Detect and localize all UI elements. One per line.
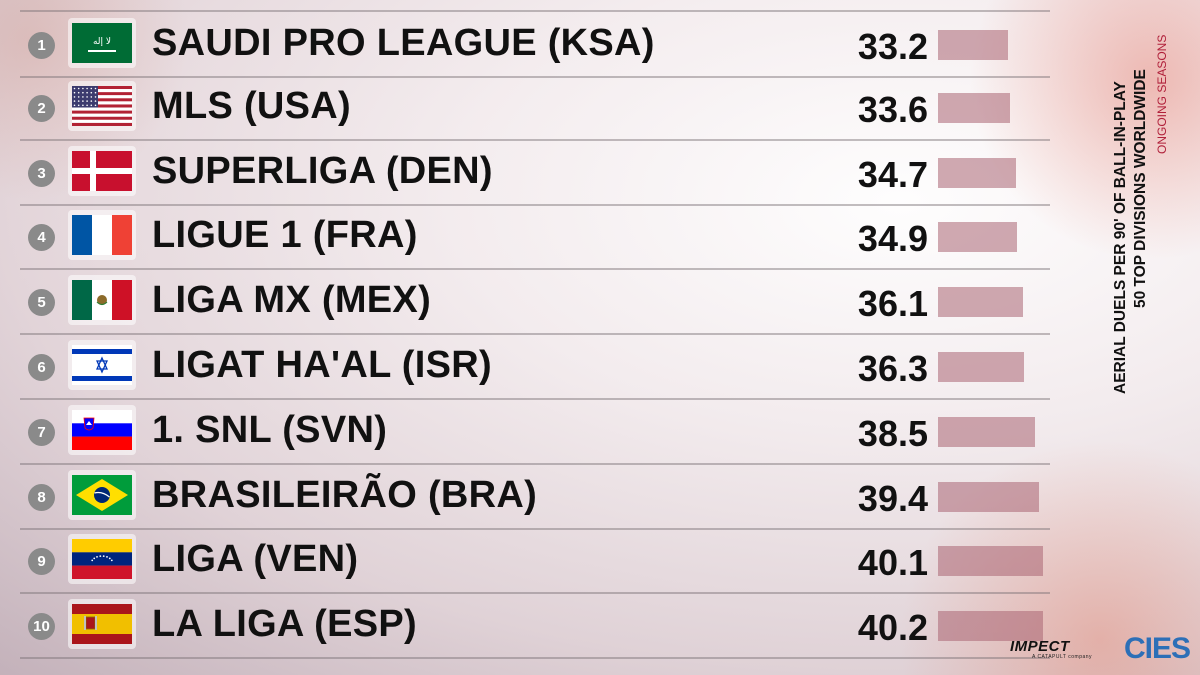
value-label: 34.7 — [857, 153, 928, 195]
flag-den-icon — [68, 145, 136, 196]
ranking-row: 2 MLS (USA) 33.6 — [20, 75, 1050, 141]
league-name: LIGA (VEN) — [152, 538, 359, 581]
rank-badge: 9 — [28, 548, 55, 576]
rank-badge: 5 — [28, 289, 55, 317]
flag-ven-icon — [68, 534, 136, 585]
bar — [938, 92, 1010, 123]
rank-badge: 8 — [28, 483, 55, 511]
flag-isr-icon — [68, 340, 136, 390]
league-name: LIGUE 1 (FRA) — [152, 214, 418, 257]
ranking-row: 4 LIGUE 1 (FRA) 34.9 — [20, 204, 1050, 271]
value-label: 38.5 — [857, 412, 928, 454]
rank-badge: 1 — [28, 32, 55, 59]
value-label: 34.9 — [857, 218, 928, 260]
league-name: SAUDI PRO LEAGUE (KSA) — [152, 22, 655, 64]
ranking-row: 7 1. SNL (SVN) 38.5 — [20, 399, 1050, 465]
league-name: SUPERLIGA (DEN) — [152, 149, 493, 192]
league-name: 1. SNL (SVN) — [152, 408, 388, 451]
league-name: LA LIGA (ESP) — [152, 603, 417, 646]
bar — [938, 222, 1017, 253]
flag-fra-icon — [68, 210, 136, 261]
flag-esp-icon — [68, 599, 136, 650]
bar — [938, 546, 1043, 577]
bar — [938, 30, 1008, 60]
side-title: AERIAL DUELS PER 90' OF BALL-IN-PLAY 50 … — [1108, 18, 1178, 398]
rank-badge: 3 — [28, 159, 55, 187]
chart-note: ONGOING SEASONS — [1155, 34, 1169, 154]
svg-text:لا إله: لا إله — [93, 37, 111, 47]
flag-bra-icon — [68, 469, 136, 520]
ranking-row: 6 LIGAT HA'AL (ISR) 36.3 — [20, 334, 1050, 400]
impect-logo: IMPECT A CATAPULT company — [1010, 638, 1092, 660]
bar — [938, 157, 1016, 188]
ranking-table: 1 لا إله SAUDI PRO LEAGUE (KSA) 33.2 2 MLS (U… — [20, 10, 1050, 665]
value-label: 33.6 — [857, 88, 928, 130]
rank-badge: 6 — [28, 354, 55, 381]
cies-logo: CIES — [1124, 632, 1191, 665]
value-label: 39.4 — [857, 477, 928, 519]
rank-badge: 10 — [28, 613, 55, 641]
league-name: LIGAT HA'AL (ISR) — [152, 344, 492, 386]
flag-svn-icon — [68, 404, 136, 455]
impect-logo-sub: A CATAPULT company — [1032, 654, 1093, 660]
rank-badge: 2 — [28, 94, 55, 122]
ranking-row: 3 SUPERLIGA (DEN) 34.7 — [20, 140, 1050, 206]
league-name: LIGA MX (MEX) — [152, 279, 432, 322]
ranking-row: 5 LIGA MX (MEX) 36.1 — [20, 269, 1050, 336]
bar — [938, 287, 1023, 318]
impect-logo-text: IMPECT — [1010, 638, 1070, 655]
bar — [938, 611, 1043, 642]
flag-mex-icon — [68, 275, 136, 326]
chart-title: AERIAL DUELS PER 90' OF BALL-IN-PLAY — [1112, 81, 1129, 394]
flag-ksa-icon: لا إله — [68, 18, 136, 68]
ranking-row: 8 BRASILEIRÃO (BRA) 39.4 — [20, 464, 1050, 530]
value-label: 40.2 — [857, 607, 928, 649]
chart-subtitle: 50 TOP DIVISIONS WORLDWIDE — [1132, 69, 1149, 308]
rank-badge: 7 — [28, 418, 55, 446]
bar — [938, 352, 1024, 382]
value-label: 36.3 — [857, 348, 928, 389]
league-name: BRASILEIRÃO (BRA) — [152, 473, 538, 516]
value-label: 36.1 — [857, 283, 928, 325]
league-name: MLS (USA) — [152, 84, 352, 127]
value-label: 40.1 — [857, 542, 928, 584]
ranking-row: 9 LIGA (VEN) 40.1 — [20, 528, 1050, 595]
rank-badge: 4 — [28, 224, 55, 252]
ranking-row: 1 لا إله SAUDI PRO LEAGUE (KSA) 33.2 — [20, 10, 1050, 78]
flag-usa-icon — [68, 80, 136, 131]
ranking-row: 10 LA LIGA (ESP) 40.2 — [20, 593, 1050, 660]
bar — [938, 416, 1035, 447]
bar — [938, 481, 1039, 512]
value-label: 33.2 — [857, 26, 928, 67]
